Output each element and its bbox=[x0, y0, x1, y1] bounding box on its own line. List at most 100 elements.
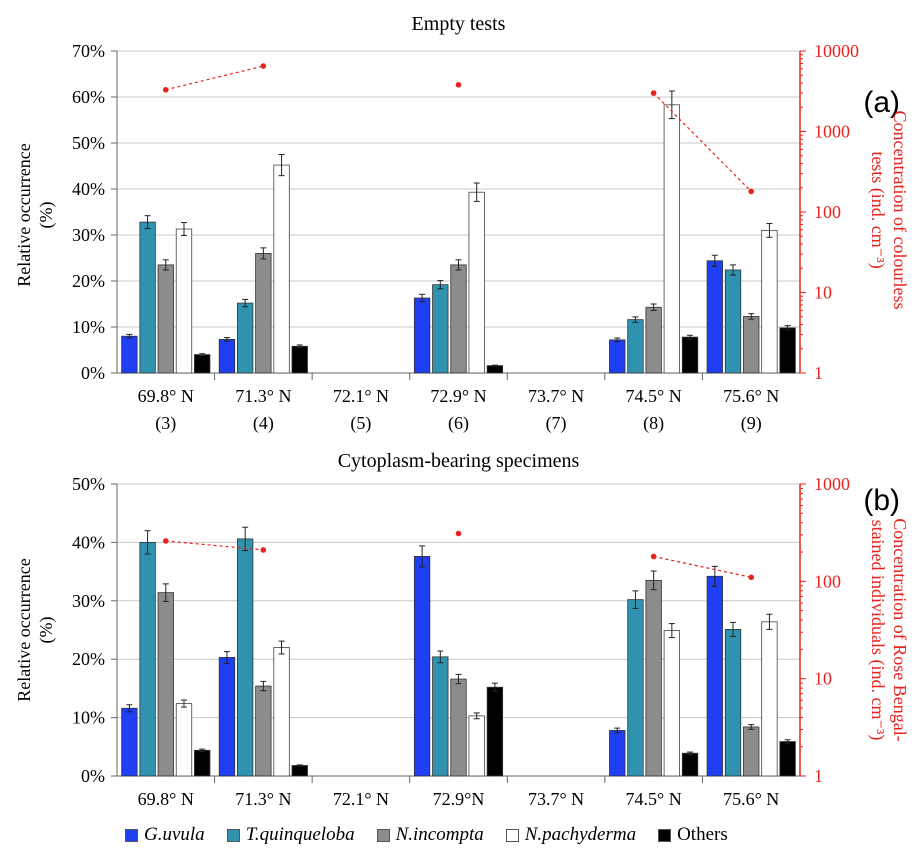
x-tick-label: 74.5° N bbox=[626, 789, 682, 809]
x-tick-label: 69.8° N bbox=[138, 386, 194, 406]
concentration-line bbox=[165, 65, 264, 91]
bar-g-uvula bbox=[609, 730, 626, 777]
x-tick-sublabel: (3) bbox=[155, 413, 176, 434]
y-tick-label: 50% bbox=[72, 133, 105, 153]
y-tick-label: 20% bbox=[72, 271, 105, 291]
concentration-point bbox=[455, 82, 462, 88]
bar-n-incompta bbox=[255, 685, 272, 777]
y2-tick-label: 100 bbox=[814, 571, 841, 591]
y-axis-label-line: Relative occurrence bbox=[14, 558, 34, 701]
y-axis-label-line: Relative occurrence bbox=[14, 143, 34, 286]
y2-axis-label-line: Concentration of Rose Bengal- bbox=[890, 518, 910, 741]
concentration-line bbox=[653, 92, 752, 192]
x-tick-sublabel: (8) bbox=[643, 413, 664, 434]
legend-item: Others bbox=[658, 824, 728, 846]
bar-g-uvula bbox=[218, 339, 236, 374]
y-tick-label: 50% bbox=[72, 474, 105, 494]
y2-tick-label: 1 bbox=[814, 766, 823, 786]
bar-others bbox=[779, 327, 796, 374]
bar-others bbox=[681, 336, 699, 374]
x-tick-label: 75.6° N bbox=[723, 789, 779, 809]
bar-others bbox=[681, 752, 699, 777]
bar-n-incompta bbox=[255, 252, 272, 374]
y2-tick-label: 1 bbox=[814, 363, 823, 383]
y2-axis-label: Concentration of colourlesstests (ind. c… bbox=[867, 111, 910, 310]
y2-axis-label: Concentration of Rose Bengal-stained ind… bbox=[867, 518, 910, 741]
legend-swatch bbox=[226, 828, 240, 842]
bar-t-quinqueloba bbox=[237, 302, 254, 374]
legend-label: T.quinqueloba bbox=[245, 824, 355, 845]
y-axis-label: Relative occurrence (%) bbox=[14, 143, 57, 286]
y2-tick-label: 10 bbox=[814, 283, 832, 303]
bar-t-quinqueloba bbox=[627, 319, 644, 374]
bar-others bbox=[194, 354, 211, 374]
bar-others bbox=[291, 765, 308, 777]
legend-label: N.incompta bbox=[395, 824, 484, 845]
legend-item: T.quinqueloba bbox=[226, 824, 355, 846]
y-axis-label-line: (%) bbox=[36, 202, 57, 229]
bar-n-incompta bbox=[743, 316, 760, 374]
bar-others bbox=[194, 749, 211, 777]
legend-item: G.uvula bbox=[125, 824, 205, 846]
x-tick-sublabel: (6) bbox=[448, 413, 469, 434]
y2-tick-label: 100 bbox=[814, 202, 841, 222]
y2-axis-label-line: Concentration of colourless bbox=[890, 111, 910, 310]
bar-n-pachyderma bbox=[663, 630, 680, 777]
concentration-point bbox=[650, 90, 657, 96]
legend-item: N.pachyderma bbox=[505, 824, 636, 846]
legend-label: Others bbox=[677, 824, 728, 845]
bar-n-incompta bbox=[743, 726, 760, 777]
y2-axis-label-line: tests (ind. cm⁻³) bbox=[867, 151, 888, 268]
y-tick-label: 0% bbox=[81, 363, 105, 383]
bar-n-pachyderma bbox=[468, 191, 485, 374]
legend-swatch bbox=[505, 828, 519, 842]
panel-label: (a) bbox=[863, 86, 900, 119]
y-tick-label: 30% bbox=[72, 225, 105, 245]
y2-tick-label: 1000 bbox=[814, 122, 850, 142]
x-tick-label: 72.9°N bbox=[433, 789, 485, 809]
bar-g-uvula bbox=[706, 575, 723, 777]
legend-swatch bbox=[376, 828, 390, 842]
bar-n-pachyderma bbox=[175, 228, 193, 374]
bar-t-quinqueloba bbox=[627, 599, 644, 777]
x-tick-label: 72.1° N bbox=[333, 789, 389, 809]
concentration-point bbox=[162, 86, 169, 93]
y2-tick-label: 10 bbox=[814, 669, 832, 689]
concentration-point bbox=[260, 63, 267, 69]
bar-n-pachyderma bbox=[468, 715, 485, 777]
bar-t-quinqueloba bbox=[432, 284, 449, 374]
bar-t-quinqueloba bbox=[139, 542, 156, 777]
bar-g-uvula bbox=[413, 297, 431, 374]
bar-others bbox=[486, 686, 504, 777]
y-axis-label-line: (%) bbox=[36, 617, 57, 644]
legend: G.uvula T.quinqueloba N.incompta N.pachyder… bbox=[125, 823, 865, 847]
bar-t-quinqueloba bbox=[139, 221, 156, 374]
x-tick-label: 73.7° N bbox=[528, 386, 584, 406]
x-tick-label: 71.3° N bbox=[235, 386, 291, 406]
bar-n-pachyderma bbox=[273, 164, 290, 374]
chart-title: Empty tests bbox=[412, 13, 506, 35]
chart-panel-2: Cytoplasm-bearing specimens (b) 0% 10% 20% 30… bbox=[14, 450, 910, 809]
concentration-point bbox=[748, 188, 755, 195]
concentration-line bbox=[653, 555, 752, 578]
bar-others bbox=[486, 365, 504, 374]
legend-label: G.uvula bbox=[144, 824, 205, 845]
x-tick-label: 72.9° N bbox=[430, 386, 486, 406]
bar-g-uvula bbox=[121, 335, 138, 374]
x-tick-label: 74.5° N bbox=[626, 386, 682, 406]
y-tick-label: 10% bbox=[72, 708, 105, 728]
bar-g-uvula bbox=[609, 339, 626, 374]
legend-item: N.incompta bbox=[376, 824, 484, 846]
x-tick-sublabel: (9) bbox=[741, 413, 762, 434]
bar-others bbox=[291, 345, 308, 374]
y2-tick-label: 10000 bbox=[814, 41, 859, 61]
x-tick-label: 71.3° N bbox=[235, 789, 291, 809]
bar-n-pachyderma bbox=[761, 621, 778, 777]
concentration-point bbox=[650, 553, 657, 560]
bar-n-pachyderma bbox=[175, 703, 193, 777]
y-tick-label: 40% bbox=[72, 179, 105, 199]
x-tick-label: 73.7° N bbox=[528, 789, 584, 809]
y-tick-label: 20% bbox=[72, 649, 105, 669]
concentration-point bbox=[260, 547, 267, 553]
